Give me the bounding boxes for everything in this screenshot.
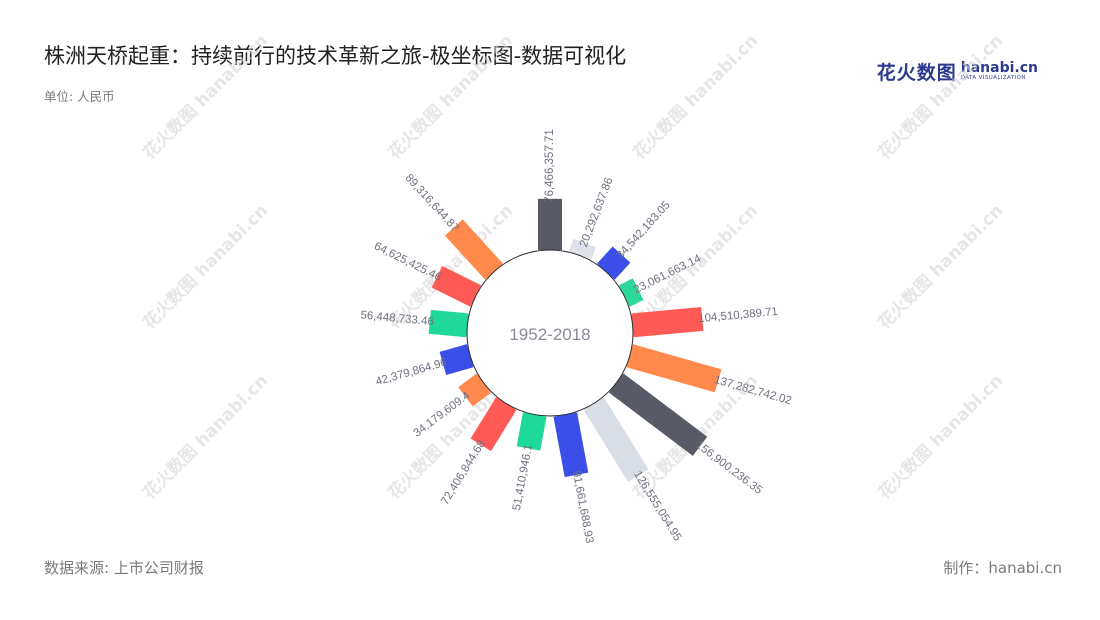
watermark: 花火数图 hanabi.cn [874,370,1007,503]
polar-bar [626,344,722,393]
brand-logo-cn: 花火数图 [876,62,957,84]
watermark: 花火数图 hanabi.cn [629,30,762,163]
watermark: 花火数图 hanabi.cn [139,30,272,163]
polar-bar [439,344,474,376]
bar-value-label: 42,379,864.96 [374,357,448,389]
polar-bar [444,219,503,280]
bar-value-label: 64,625,425.46 [372,240,443,284]
watermark: 花火数图 hanabi.cn [384,30,517,163]
data-source: 数据来源: 上市公司财报 [44,559,204,577]
polar-bar [568,238,597,260]
bar-value-label: 34,542,183.05 [614,199,672,261]
polar-bar [470,397,517,452]
brand-logo: 花火数图 hanabi.cn DATA VISUALIZATION [877,58,1038,85]
polar-bar [458,373,491,407]
bar-value-label: 76,466,357.71 [544,129,556,203]
polar-bar [431,265,482,307]
bar-value-label: 91,661,688.93 [570,470,595,544]
center-circle [466,249,634,417]
bar-value-label: 20,292,637.86 [578,176,616,249]
bar-value-label: 51,410,946.1 [511,443,535,511]
bar-value-label: 104,510,389.71 [698,306,779,325]
chart-title: 株洲天桥起重：持续前行的技术革新之旅-极坐标图-数据可视化 [44,44,627,68]
bar-layer [428,198,722,482]
polar-bar [538,198,562,250]
polar-bar [553,412,589,478]
watermark: 花火数图 hanabi.cn [139,370,272,503]
bar-value-label: 89,316,644.87 [403,172,461,234]
polar-bar [618,278,644,307]
polar-bar [583,397,649,482]
unit-label: 单位: 人民币 [44,89,115,104]
polar-bar [609,373,708,456]
watermark: 花火数图 hanabi.cn [874,30,1007,163]
bar-value-label: 156,900,236.35 [693,439,764,497]
polar-bar [631,306,704,338]
polar-bar [428,309,469,338]
brand-logo-en: hanabi.cn [960,60,1038,77]
watermark: 花火数图 hanabi.cn [139,200,272,333]
brand-logo-en-block: hanabi.cn DATA VISUALIZATION [961,61,1038,82]
polar-bar [597,246,631,280]
maker-credit: 制作：hanabi.cn [943,559,1062,577]
polar-bar [516,412,547,451]
brand-logo-sub: DATA VISUALIZATION [960,75,1026,82]
watermark: 花火数图 hanabi.cn [874,200,1007,333]
center-label: 1952-2018 [509,325,590,344]
